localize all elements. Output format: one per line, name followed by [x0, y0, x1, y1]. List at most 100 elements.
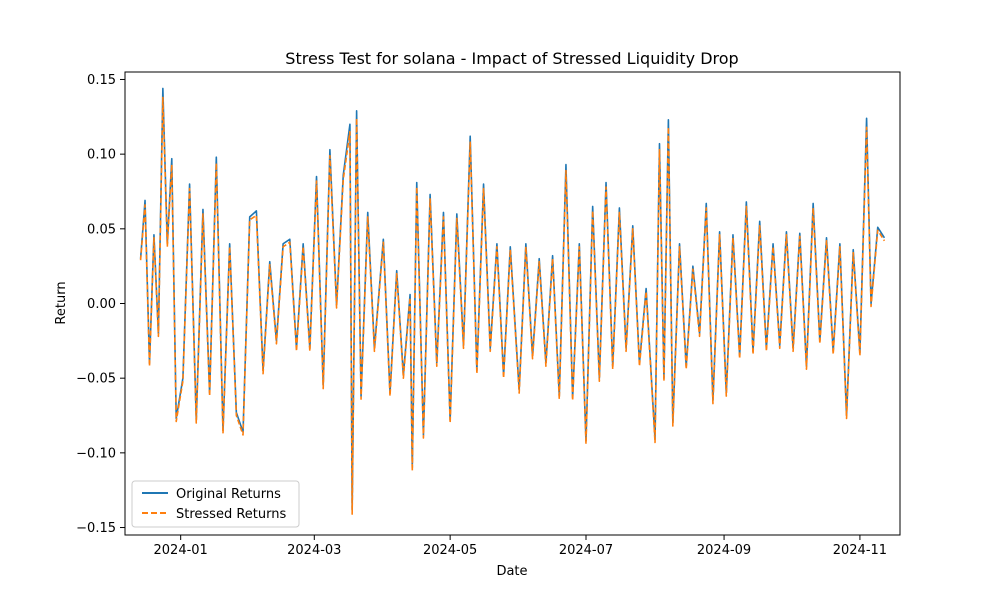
- stressed-return-point: [196, 422, 197, 423]
- stressed-return-point: [525, 246, 526, 247]
- stressed-return-point: [283, 246, 284, 247]
- original-return-point: [367, 212, 368, 213]
- original-return-point: [349, 124, 350, 125]
- stressed-return-point: [866, 127, 867, 128]
- original-return-point: [229, 243, 230, 244]
- stressed-return-point: [256, 215, 257, 216]
- legend: Original Returns Stressed Returns: [131, 480, 300, 528]
- y-tick-label: 0.15: [87, 73, 116, 88]
- stressed-return-point: [470, 142, 471, 143]
- stressed-return-point: [269, 264, 270, 265]
- original-return-point: [329, 149, 330, 150]
- stressed-return-point: [539, 261, 540, 262]
- stressed-return-point: [436, 366, 437, 367]
- series-line-stressed-returns: [139, 96, 886, 515]
- original-return-point: [692, 266, 693, 267]
- original-return-point: [884, 237, 885, 238]
- original-return-point: [510, 246, 511, 247]
- stressed-return-point: [202, 213, 203, 214]
- legend-original-label: Original Returns: [176, 487, 281, 502]
- stressed-return-point: [409, 297, 410, 298]
- plot-frame: [124, 71, 901, 536]
- original-return-point: [799, 233, 800, 234]
- stressed-return-point: [806, 369, 807, 370]
- stressed-return-point: [833, 354, 834, 355]
- stressed-return-point: [706, 207, 707, 208]
- stressed-return-point: [144, 204, 145, 205]
- original-return-point: [456, 213, 457, 214]
- stressed-return-point: [171, 164, 172, 165]
- stressed-return-point: [167, 246, 168, 247]
- original-return-point: [189, 183, 190, 184]
- stressed-return-point: [813, 207, 814, 208]
- stressed-return-point: [483, 188, 484, 189]
- original-return-point: [483, 183, 484, 184]
- y-tick-label: 0.10: [87, 148, 116, 163]
- stressed-return-point: [672, 425, 673, 426]
- original-return-point: [706, 203, 707, 204]
- original-return-point: [383, 239, 384, 240]
- original-return-point: [283, 243, 284, 244]
- stressed-return-point: [374, 351, 375, 352]
- stressed-return-point: [599, 381, 600, 382]
- stressed-return-point: [559, 398, 560, 399]
- stressed-return-point: [870, 306, 871, 307]
- original-return-point: [732, 234, 733, 235]
- stressed-return-point: [403, 378, 404, 379]
- original-return-point: [430, 194, 431, 195]
- stressed-return-point: [579, 246, 580, 247]
- y-tick-label: −0.10: [76, 446, 116, 461]
- stressed-return-point: [158, 336, 159, 337]
- legend-box: [131, 480, 300, 528]
- original-return-point: [552, 255, 553, 256]
- stressed-return-point: [229, 246, 230, 247]
- stressed-return-point: [316, 180, 317, 181]
- stressed-return-point: [839, 246, 840, 247]
- original-return-point: [416, 182, 417, 183]
- original-return-point: [746, 201, 747, 202]
- original-return-point: [256, 210, 257, 211]
- stressed-return-point: [510, 249, 511, 250]
- original-return-point: [409, 294, 410, 295]
- stressed-return-point: [343, 179, 344, 180]
- stressed-return-point: [545, 366, 546, 367]
- x-tick-label: 2024-03: [287, 543, 341, 558]
- axes: 2024-01 2024-03 2024-05 2024-07 2024-09 2024-…: [76, 73, 887, 558]
- original-return-point: [356, 110, 357, 111]
- stressed-return-point: [572, 400, 573, 401]
- original-return-point: [592, 206, 593, 207]
- stressed-return-point: [726, 396, 727, 397]
- stressed-return-point: [612, 369, 613, 370]
- y-tick-label: 0.00: [87, 297, 116, 312]
- stressed-return-point: [356, 118, 357, 119]
- stressed-return-point: [360, 398, 361, 399]
- stressed-return-point: [176, 421, 177, 422]
- stressed-return-point: [262, 373, 263, 374]
- stressed-return-point: [423, 437, 424, 438]
- stressed-return-point: [352, 513, 353, 514]
- stressed-return-point: [503, 378, 504, 379]
- stressed-return-point: [216, 163, 217, 164]
- x-tick-label: 2024-01: [154, 543, 208, 558]
- stressed-return-point: [663, 381, 664, 382]
- stressed-return-point: [209, 396, 210, 397]
- original-return-point: [579, 243, 580, 244]
- stressed-return-point: [639, 366, 640, 367]
- original-return-point: [877, 227, 878, 228]
- original-return-point: [289, 239, 290, 240]
- original-return-point: [216, 157, 217, 158]
- stressed-return-point: [289, 242, 290, 243]
- y-axis-label: Return: [54, 281, 69, 324]
- stressed-return-point: [303, 246, 304, 247]
- stressed-return-point: [668, 127, 669, 128]
- stressed-return-point: [153, 237, 154, 238]
- stressed-return-point: [182, 381, 183, 382]
- original-return-point: [646, 288, 647, 289]
- original-return-point: [813, 203, 814, 204]
- stressed-return-point: [323, 388, 324, 389]
- stressed-return-point: [699, 336, 700, 337]
- original-return-point: [171, 158, 172, 159]
- original-return-point: [632, 225, 633, 226]
- original-return-point: [443, 212, 444, 213]
